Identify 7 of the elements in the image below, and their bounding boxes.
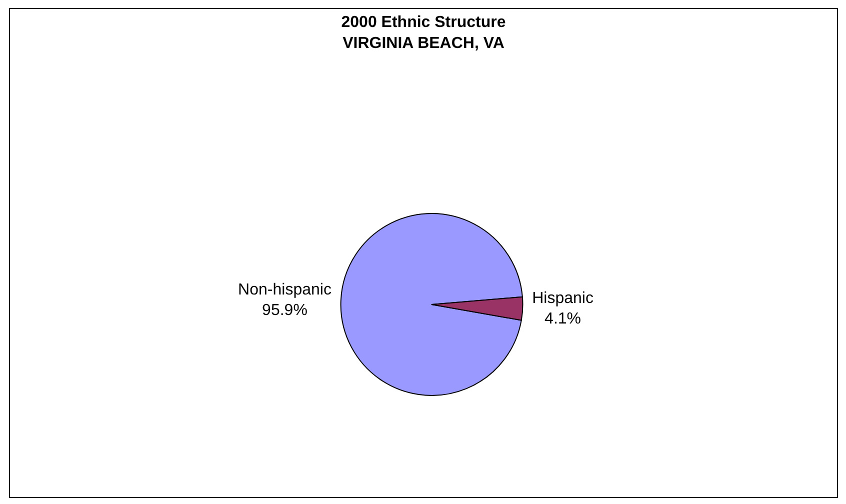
chart-title: 2000 Ethnic Structure [341,14,506,32]
slice-label: Non-hispanic [238,281,332,298]
data-label: 4.1% [544,310,582,328]
chart-subtitle: VIRGINIA BEACH, VA [342,34,505,52]
slice-label: Hispanic [532,290,594,307]
pie-slice [340,213,523,396]
data-label: 95.9% [262,302,308,320]
